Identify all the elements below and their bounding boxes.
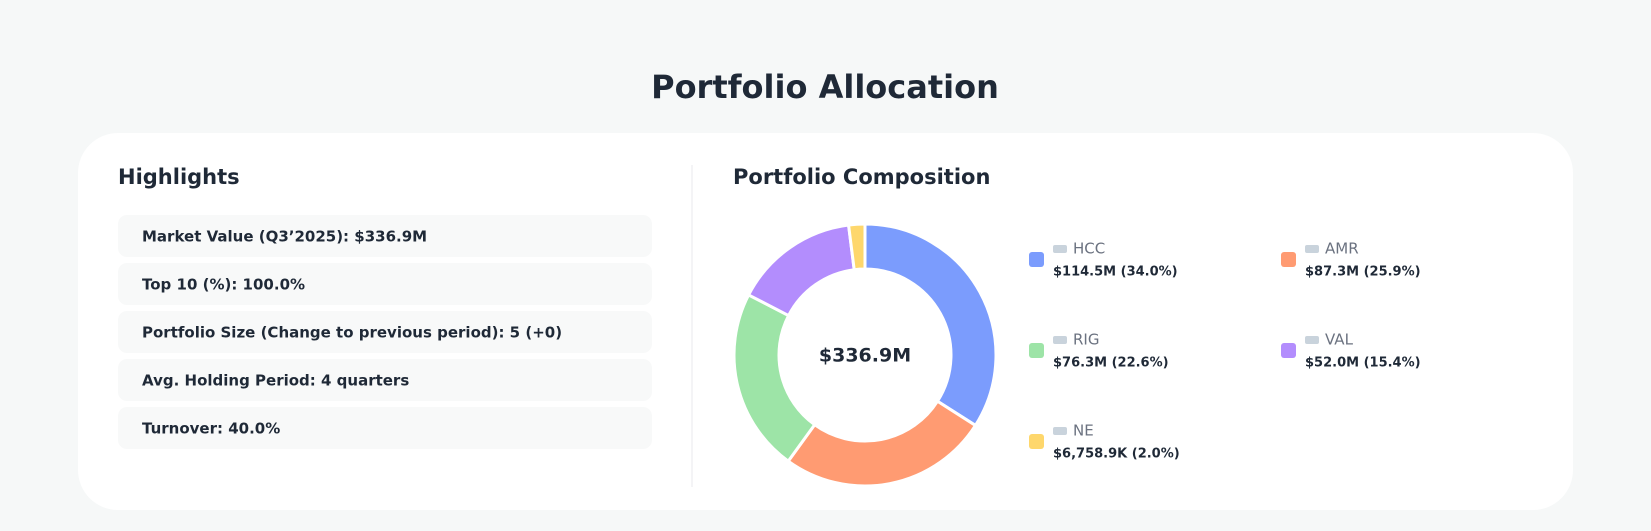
donut-segment [863, 222, 998, 427]
legend-value: $87.3M (25.9%) [1305, 265, 1421, 280]
legend-name: VAL [1325, 331, 1354, 349]
legend-swatch [1029, 343, 1044, 358]
legend-value: $52.0M (15.4%) [1305, 356, 1421, 371]
highlight-text: Market Value (Q3’2025): $336.9M [142, 228, 427, 246]
highlight-text: Top 10 (%): 100.0% [142, 276, 305, 294]
highlight-text: Portfolio Size (Change to previous perio… [142, 324, 562, 342]
legend-name: HCC [1073, 240, 1105, 258]
page-title: Portfolio Allocation [651, 68, 999, 106]
ticker-logo [1053, 336, 1067, 344]
legend: HCC $114.5M (34.0%) AMR $87.3M (25.9%) RIG $7… [1029, 240, 1421, 462]
highlight-box [118, 407, 652, 449]
legend-value: $114.5M (34.0%) [1053, 265, 1178, 280]
ticker-logo [1305, 336, 1319, 344]
highlight-box [118, 359, 652, 401]
legend-name: AMR [1325, 240, 1359, 258]
chart-title: Portfolio Composition [733, 165, 990, 189]
legend-swatch [1281, 252, 1296, 267]
donut-segment [847, 222, 867, 272]
highlight-text: Turnover: 40.0% [142, 420, 280, 438]
legend-name: NE [1073, 422, 1094, 440]
donut [732, 222, 998, 488]
ticker-logo [1053, 245, 1067, 253]
legend-swatch [1029, 434, 1044, 449]
highlights-list: Market Value (Q3’2025): $336.9M Top 10 (%… [118, 215, 652, 449]
legend-value: $6,758.9K (2.0%) [1053, 447, 1180, 462]
center-label: $336.9M [819, 345, 911, 367]
highlight-box [118, 311, 652, 353]
ticker-logo [1305, 245, 1319, 253]
highlight-box [118, 263, 652, 305]
highlight-box [118, 215, 652, 257]
ticker-logo [1053, 427, 1067, 435]
highlight-text: Avg. Holding Period: 4 quarters [142, 372, 409, 390]
legend-swatch [1029, 252, 1044, 267]
legend-value: $76.3M (22.6%) [1053, 356, 1169, 371]
highlights-heading: Highlights [118, 165, 240, 189]
legend-swatch [1281, 343, 1296, 358]
legend-name: RIG [1073, 331, 1099, 349]
